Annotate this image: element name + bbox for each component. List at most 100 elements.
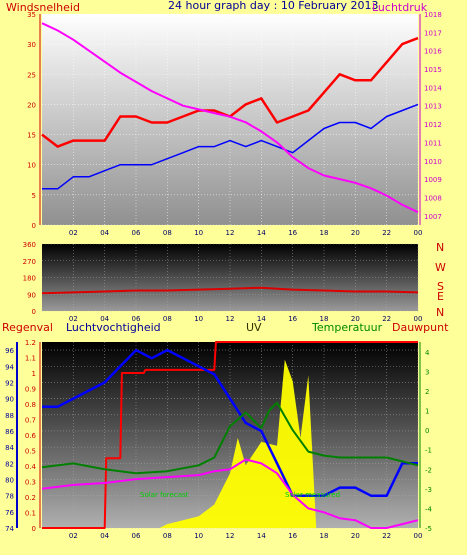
y-tick-label-rain: 0.4 [25,463,37,471]
solar-measured-label: Solar measured [285,491,340,499]
x-tick-label: 00 [414,229,423,237]
y-tick-label-humidity: 90 [5,396,14,404]
y-tick-label-pressure: 1016 [424,48,442,56]
y-tick-label-humidity: 86 [5,428,14,436]
y-tick-label-humidity: 82 [5,460,14,468]
humidity-axis-title: Luchtvochtigheid [66,321,161,334]
x-tick-label: 22 [382,229,391,237]
y-tick-label-rain: 1 [32,370,36,378]
y-tick-label-pressure: 1013 [424,103,442,111]
x-tick-label: 02 [69,229,78,237]
uv-title: UV [246,321,262,334]
x-tick-label: 08 [163,532,172,540]
y-tick-label-wind: 0 [32,222,36,230]
y-tick-label-humidity: 88 [5,412,14,420]
x-tick-label: 04 [100,229,109,237]
y-tick-label-humidity: 78 [5,493,14,501]
y-tick-label-rain: 0.3 [25,479,36,487]
y-tick-label-rain: 0.2 [25,494,36,502]
y-tick-label-temperature: -4 [425,505,433,513]
y-tick-label-temperature: -1 [425,447,432,455]
x-tick-label: 02 [69,315,78,323]
y-tick-label-rain: 0 [32,525,36,533]
y-tick-label-humidity: 94 [5,363,14,371]
pressure-axis-title: Luchtdruk [372,1,428,14]
x-tick-label: 08 [163,315,172,323]
x-tick-label: 14 [257,532,266,540]
y-tick-label-pressure: 1012 [424,121,442,129]
x-tick-label: 00 [414,315,423,323]
x-tick-label: 06 [132,532,141,540]
temperature-axis-title: Temperatuur [311,321,383,334]
y-tick-label-rain: 0.9 [25,386,36,394]
page-title: 24 hour graph day : 10 February 2013 [168,0,379,12]
y-tick-label-wind: 15 [27,132,36,140]
y-tick-label-direction: 270 [23,258,36,266]
x-tick-label: 22 [382,315,391,323]
wind-axis-title: Windsnelheid [6,1,80,14]
y-tick-label-pressure: 1014 [424,84,442,92]
y-tick-label-pressure: 1015 [424,66,442,74]
x-tick-label: 20 [351,532,360,540]
y-tick-label-direction: 90 [27,291,36,299]
y-tick-label-temperature: 1 [425,408,429,416]
y-tick-label-rain: 0.5 [25,448,36,456]
x-tick-label: 18 [320,532,329,540]
dewpoint-axis-title: Dauwpunt [392,321,449,334]
y-tick-label-rain: 0.7 [25,417,36,425]
temperature-line [41,401,419,475]
x-tick-label: 12 [226,315,235,323]
dewpoint-line [41,458,419,529]
y-tick-label-humidity: 76 [5,509,14,517]
y-tick-label-humidity: 96 [5,347,14,355]
x-tick-label: 16 [288,315,297,323]
x-tick-label: 10 [194,532,203,540]
compass-n-bottom: N [436,306,444,319]
y-tick-label-wind: 30 [27,41,36,49]
x-tick-label: 14 [257,315,266,323]
y-tick-label-direction: 360 [23,241,36,249]
x-tick-label: 02 [69,532,78,540]
x-tick-label: 16 [288,229,297,237]
y-tick-label-pressure: 1010 [424,158,442,166]
y-tick-label-temperature: 3 [425,368,429,376]
x-tick-label: 00 [414,532,423,540]
x-tick-label: 18 [320,315,329,323]
x-tick-label: 20 [351,229,360,237]
y-tick-label-temperature: -3 [425,486,432,494]
wind-average-line [42,103,419,190]
y-tick-label-pressure: 1009 [424,176,442,184]
solar-forecast-label: Solar forecast [140,491,189,499]
y-tick-label-humidity: 92 [5,379,14,387]
y-tick-label-wind: 20 [27,101,36,109]
humidity-line [42,348,418,497]
compass-s: S [437,280,444,293]
x-tick-label: 04 [100,315,109,323]
y-tick-label-humidity: 80 [5,476,14,484]
y-tick-label-wind: 10 [27,162,36,170]
y-tick-label-rain: 0.8 [25,401,36,409]
wind-direction-line [41,286,419,295]
y-tick-label-temperature: 2 [425,388,429,396]
y-tick-label-direction: 0 [32,308,36,316]
x-tick-label: 22 [382,532,391,540]
x-tick-label: 06 [132,315,141,323]
y-tick-label-pressure: 1007 [424,213,442,221]
y-tick-label-pressure: 1011 [424,139,442,147]
compass-w: W [435,261,446,274]
y-tick-label-humidity: 84 [5,444,14,452]
x-tick-label: 10 [194,229,203,237]
x-tick-label: 08 [163,229,172,237]
y-tick-label-temperature: -5 [425,525,432,533]
y-tick-label-temperature: 4 [425,349,430,357]
y-tick-label-wind: 35 [27,11,36,19]
x-tick-label: 12 [226,532,235,540]
compass-e: E [437,290,444,303]
y-tick-label-rain: 1.2 [25,339,36,347]
y-tick-label-wind: 25 [27,71,36,79]
compass-n-top: N [436,241,444,254]
x-tick-label: 12 [226,229,235,237]
y-tick-label-rain: 1.1 [25,355,36,363]
